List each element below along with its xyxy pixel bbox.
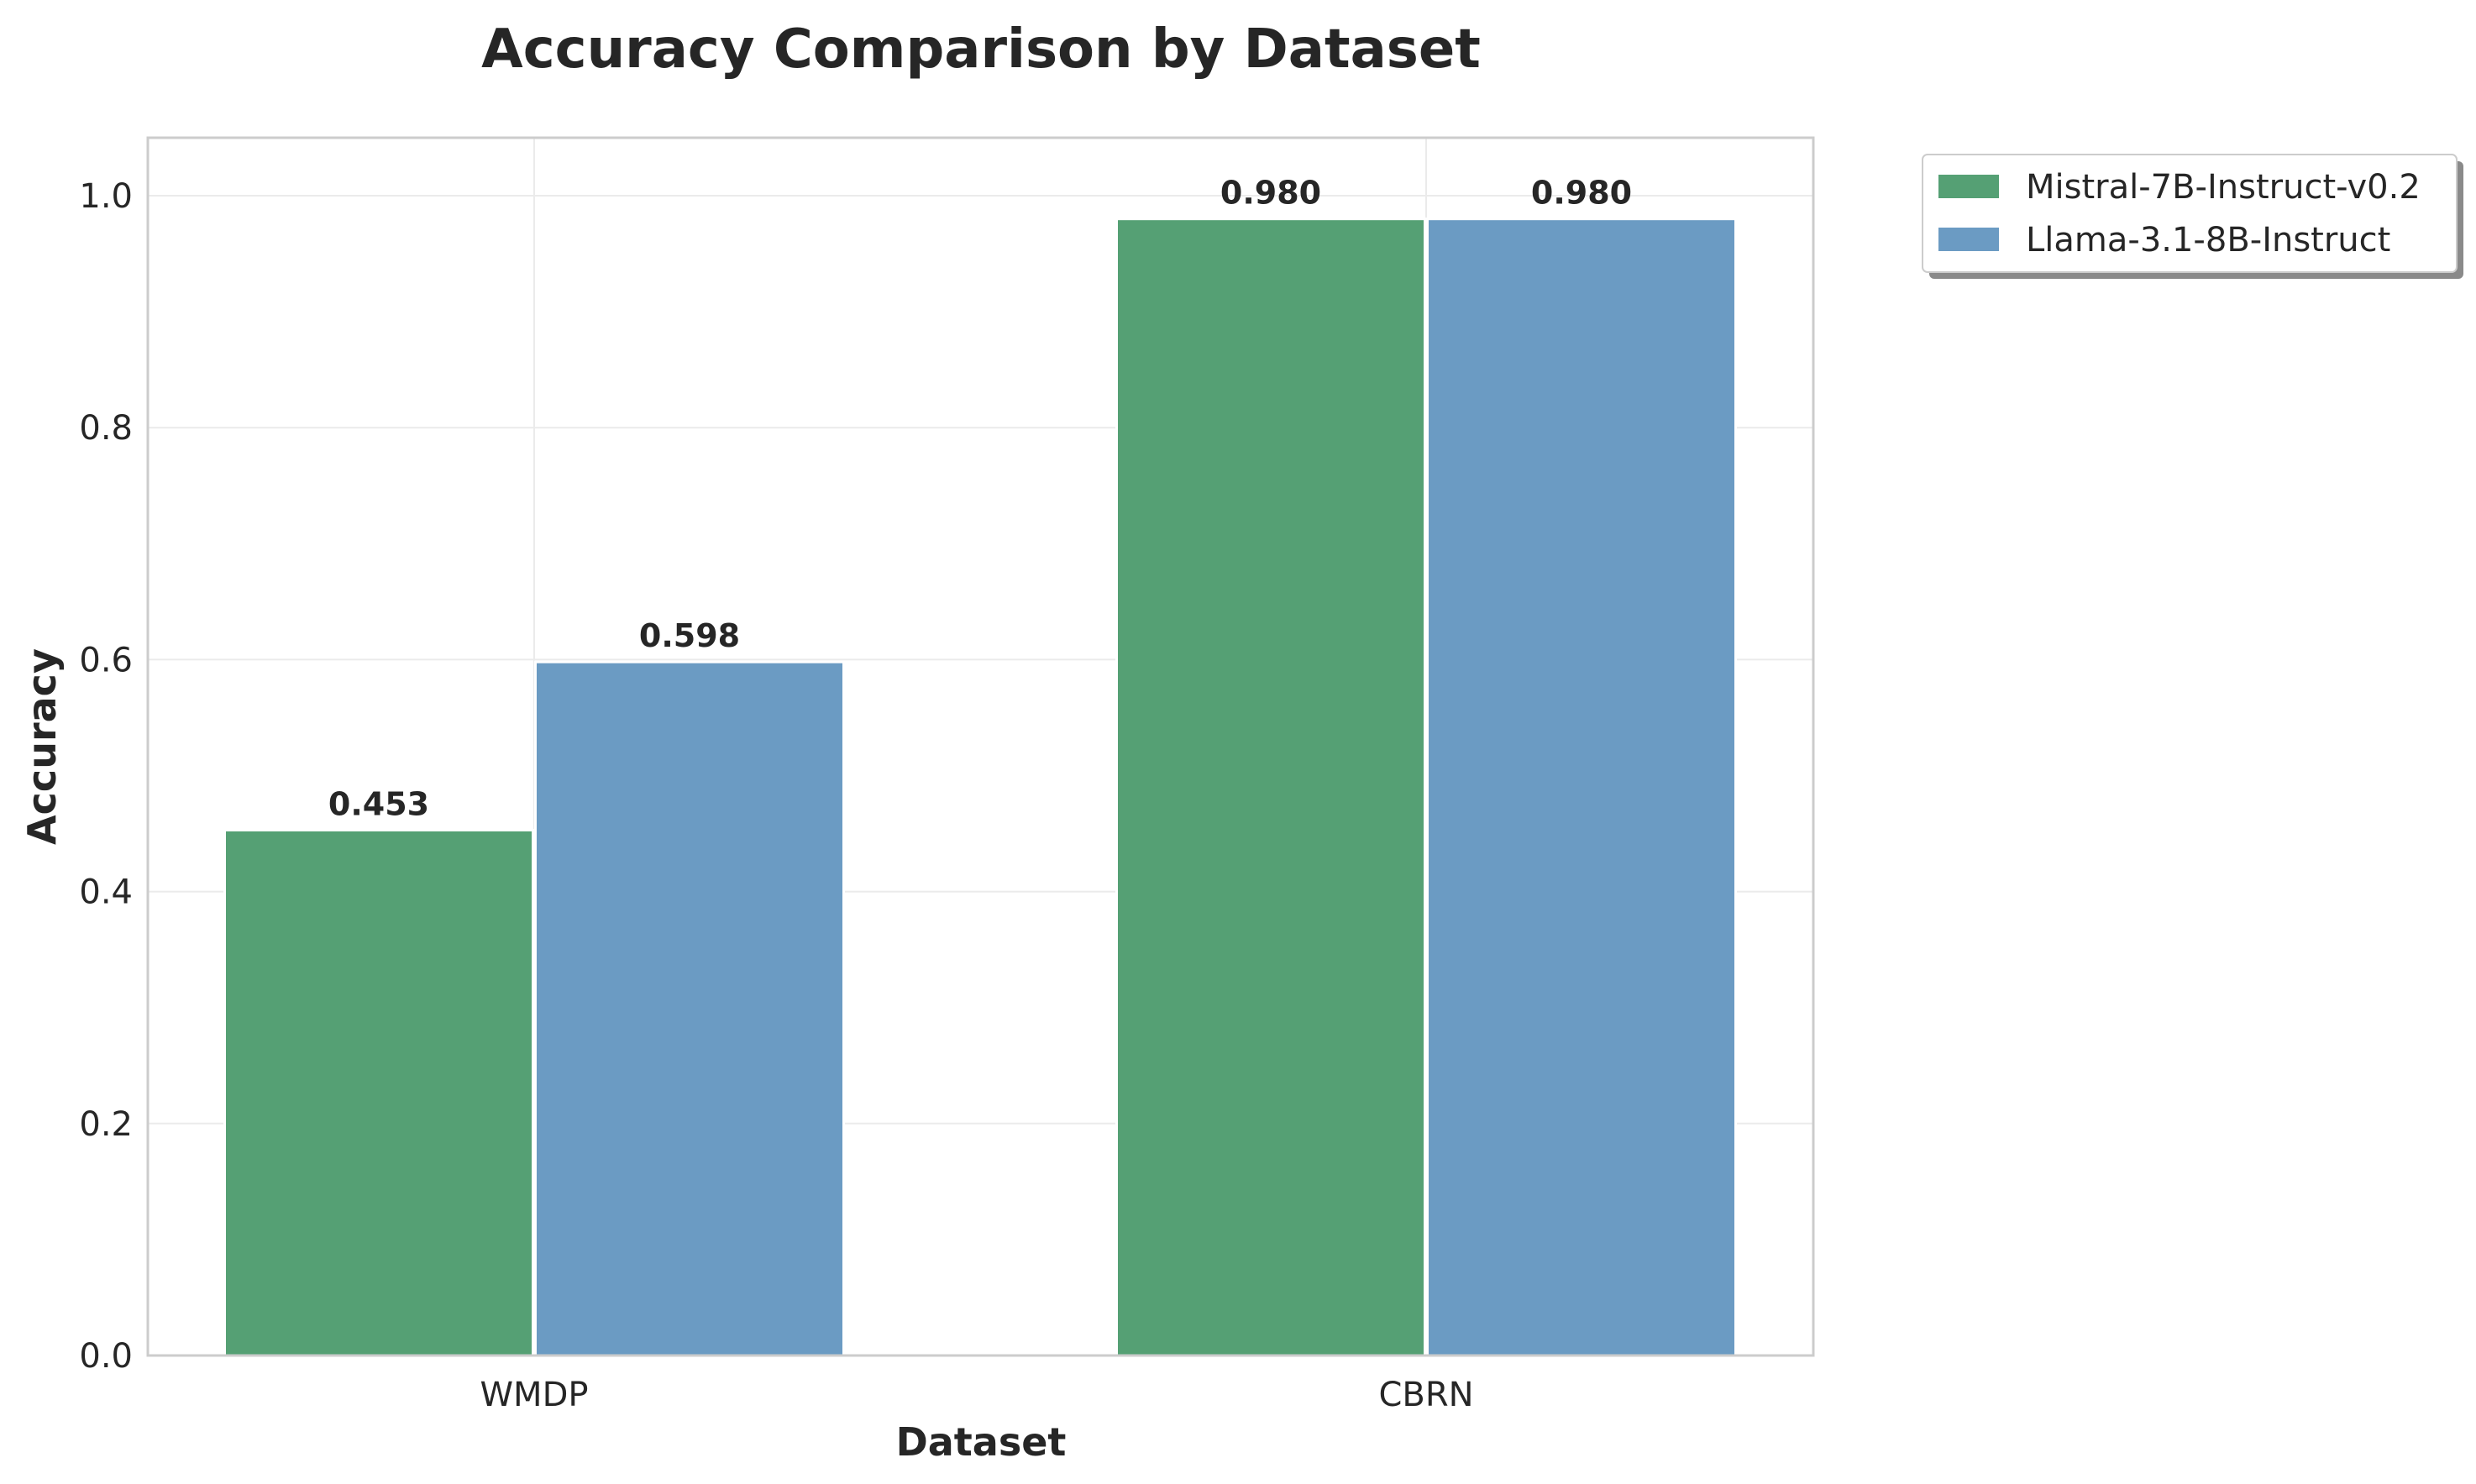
x-tick-labels: WMDP CBRN [480, 1376, 1474, 1414]
y-tick-labels: 0.0 0.2 0.4 0.6 0.8 1.0 [79, 177, 133, 1376]
y-tick-label: 0.4 [79, 873, 133, 912]
y-tick-label: 0.6 [79, 641, 133, 679]
y-tick-label: 0.0 [79, 1337, 133, 1376]
data-labels: 0.453 0.598 0.980 0.980 [328, 175, 1632, 823]
data-label: 0.453 [328, 785, 429, 822]
legend-items: Mistral-7B-Instruct-v0.2 Llama-3.1-8B-Ins… [1938, 168, 2421, 260]
legend-label: Mistral-7B-Instruct-v0.2 [2026, 168, 2421, 207]
bars [223, 218, 1737, 1357]
data-label: 0.980 [1531, 175, 1632, 212]
data-label: 0.598 [639, 617, 740, 654]
data-label: 0.980 [1220, 175, 1321, 212]
legend-swatch [1938, 175, 1999, 198]
legend-swatch [1938, 228, 1999, 251]
x-axis-label: Dataset [896, 1419, 1067, 1465]
bar-llama-3-1-8b-instruct-wmdp [534, 660, 845, 1357]
legend-frame [1922, 154, 2458, 273]
y-tick-label: 0.8 [79, 409, 133, 448]
legend-label: Llama-3.1-8B-Instruct [2026, 221, 2390, 260]
plot-frame [146, 136, 1815, 1357]
bar-mistral-7b-instruct-v0-2-wmdp [223, 828, 534, 1357]
x-tick-label: WMDP [480, 1376, 589, 1414]
x-tick-label: CBRN [1378, 1376, 1473, 1414]
bar-mistral-7b-instruct-v0-2-cbrn [1115, 218, 1426, 1357]
bar-llama-3-1-8b-instruct-cbrn [1426, 218, 1737, 1357]
y-axis-label: Accuracy [19, 648, 65, 845]
chart-title: Accuracy Comparison by Dataset [481, 18, 1481, 81]
y-tick-label: 1.0 [79, 177, 133, 216]
y-tick-label: 0.2 [79, 1105, 133, 1144]
legend: Mistral-7B-Instruct-v0.2 Llama-3.1-8B-Ins… [1922, 154, 2463, 279]
